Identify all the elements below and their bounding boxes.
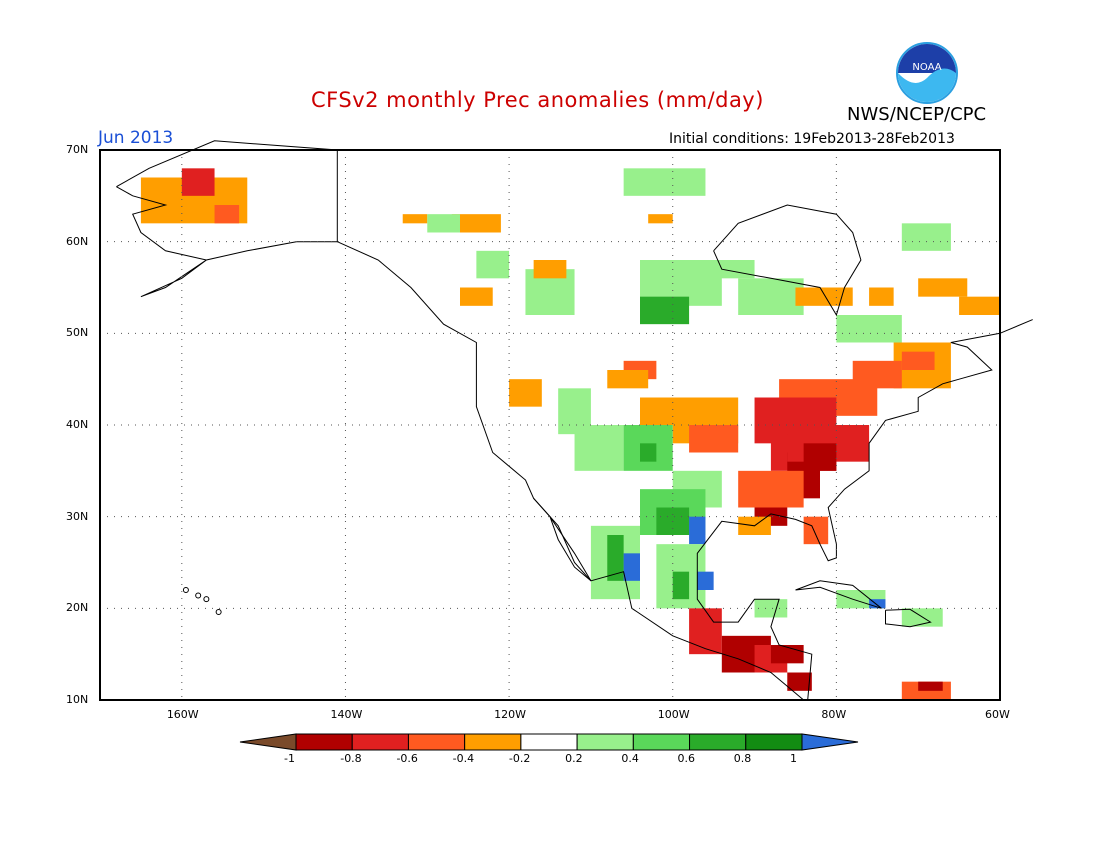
anomaly-cell bbox=[795, 287, 853, 306]
lon-tick-label: 140W bbox=[330, 708, 363, 721]
colorbar-swatch bbox=[745, 733, 803, 751]
anomaly-cell bbox=[705, 260, 755, 279]
hawaii-island bbox=[195, 592, 202, 599]
lon-tick-label: 60W bbox=[985, 708, 1010, 721]
colorbar-tick-label: -0.2 bbox=[508, 752, 531, 765]
colorbar-swatch bbox=[689, 733, 747, 751]
lon-tick-label: 100W bbox=[657, 708, 690, 721]
anomaly-cell bbox=[509, 379, 542, 407]
anomaly-cell bbox=[640, 443, 657, 462]
agency-label: NWS/NCEP/CPC bbox=[847, 104, 987, 125]
anomaly-cell bbox=[623, 168, 706, 196]
colorbar-swatch bbox=[632, 733, 691, 751]
colorbar-swatch bbox=[295, 733, 353, 751]
anomaly-cell bbox=[574, 425, 624, 471]
anomaly-cell bbox=[623, 553, 640, 581]
colorbar-tick-label: -0.4 bbox=[452, 752, 475, 765]
month-label: Jun 2013 bbox=[98, 128, 174, 148]
anomaly-cell bbox=[918, 681, 943, 691]
coastline-segment bbox=[116, 140, 338, 298]
anomaly-cell bbox=[959, 296, 1000, 315]
anomaly-cell bbox=[402, 214, 428, 224]
colorbar-high-arrow bbox=[801, 733, 859, 751]
colorbar-tick-label: 1 bbox=[790, 752, 797, 765]
anomaly-cell bbox=[689, 516, 706, 545]
anomaly-cell bbox=[181, 168, 215, 196]
coastline-segment bbox=[713, 204, 862, 317]
colorbar-tick-label: 0.6 bbox=[677, 752, 696, 765]
colorbar-swatch bbox=[464, 733, 522, 751]
anomaly-cell bbox=[427, 214, 460, 233]
anomaly-cell bbox=[451, 214, 501, 233]
colorbar-tick-label: 0.4 bbox=[621, 752, 639, 765]
anomaly-cell bbox=[738, 470, 804, 508]
anomaly-cell bbox=[869, 599, 886, 609]
anomaly-cell bbox=[738, 278, 804, 315]
anomaly-cell bbox=[607, 370, 649, 389]
anomaly-cell bbox=[476, 250, 510, 279]
anomaly-cell bbox=[672, 571, 690, 600]
anomaly-cell bbox=[640, 397, 690, 425]
anomaly-cell bbox=[918, 278, 968, 297]
anomaly-cell bbox=[460, 287, 493, 306]
colorbar-low-arrow bbox=[239, 733, 297, 751]
lat-tick-label: 30N bbox=[66, 509, 89, 523]
lat-tick-label: 40N bbox=[66, 418, 89, 431]
hawaii-island bbox=[182, 587, 189, 593]
anomaly-cell bbox=[533, 260, 567, 279]
lat-lon-grid bbox=[100, 150, 1000, 700]
anomaly-shading bbox=[140, 168, 1000, 700]
coastline-segment bbox=[696, 319, 1033, 701]
colorbar-swatch bbox=[351, 733, 409, 751]
hawaii-island bbox=[203, 596, 210, 603]
coastlines bbox=[116, 140, 1033, 701]
anomaly-cell bbox=[901, 223, 951, 251]
lon-tick-label: 80W bbox=[821, 708, 847, 721]
colorbar-tick-label: -1 bbox=[284, 752, 295, 765]
anomaly-cell bbox=[803, 516, 829, 545]
map-frame bbox=[99, 149, 1001, 701]
hawaii-island bbox=[215, 609, 222, 615]
colorbar-swatch bbox=[407, 733, 466, 751]
coastline-segment bbox=[795, 580, 882, 609]
initial-conditions-label: Initial conditions: 19Feb2013-28Feb2013 bbox=[669, 131, 955, 147]
colorbar-tick-label: -0.8 bbox=[340, 752, 362, 765]
anomaly-cell bbox=[754, 599, 788, 618]
coastline-segment bbox=[337, 241, 804, 701]
anomaly-cell bbox=[214, 205, 240, 224]
anomaly-cell bbox=[836, 315, 902, 343]
colorbar-tick-label: 0.8 bbox=[733, 752, 752, 765]
anomaly-cell bbox=[640, 296, 690, 325]
colorbar-swatch bbox=[520, 733, 578, 751]
colorbar-tick-label: 0.2 bbox=[565, 752, 583, 765]
lat-tick-label: 60N bbox=[66, 234, 89, 248]
coastline-segment bbox=[533, 497, 592, 582]
anomaly-cell bbox=[803, 443, 837, 471]
lat-tick-label: 70N bbox=[66, 143, 89, 156]
noaa-logo: NOAA bbox=[896, 42, 958, 104]
anomaly-cell bbox=[901, 351, 935, 370]
coastline-segment bbox=[885, 608, 932, 628]
anomaly-cell bbox=[689, 425, 739, 453]
chart-title: CFSv2 monthly Prec anomalies (mm/day) bbox=[311, 88, 764, 112]
colorbar-swatch bbox=[576, 733, 634, 751]
anomaly-cell bbox=[648, 214, 673, 224]
colorbar-tick-label: -0.6 bbox=[396, 752, 418, 765]
anomaly-cell bbox=[697, 571, 714, 590]
anomaly-cell bbox=[869, 287, 894, 306]
noaa-logo-text: NOAA bbox=[912, 62, 941, 73]
lat-tick-label: 10N bbox=[66, 693, 89, 706]
anomaly-cell bbox=[787, 672, 812, 691]
lat-tick-label: 50N bbox=[66, 326, 89, 340]
lon-tick-label: 120W bbox=[494, 708, 526, 721]
lon-tick-label: 160W bbox=[166, 708, 199, 721]
anomaly-cell bbox=[607, 535, 624, 581]
anomaly-cell bbox=[689, 608, 722, 655]
lat-tick-label: 20N bbox=[66, 601, 89, 615]
